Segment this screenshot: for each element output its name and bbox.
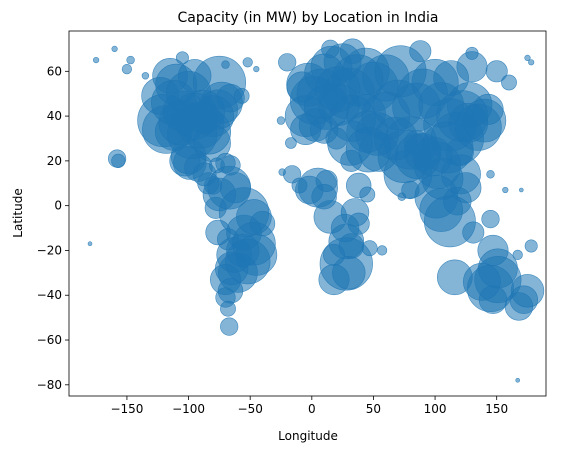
scatter-point: [485, 60, 508, 83]
scatter-point: [285, 137, 297, 149]
x-tick-label: −100: [172, 402, 205, 416]
y-axis: −80 −60 −40 −20 0 20 40 60: [37, 64, 69, 392]
scatter-point: [111, 153, 126, 168]
scatter-point: [276, 116, 286, 125]
scatter-point: [253, 65, 260, 73]
scatter-point: [409, 40, 432, 63]
scatter-point: [502, 186, 509, 194]
y-tick-label: 60: [47, 64, 62, 78]
scatter-point: [465, 46, 479, 60]
y-axis-label: Latitude: [11, 188, 25, 237]
scatter-point: [528, 59, 535, 66]
scatter-point: [141, 72, 150, 80]
scatter-point: [515, 377, 521, 383]
scatter-point: [504, 292, 534, 321]
x-tick-label: 0: [308, 402, 316, 416]
scatter-point: [340, 149, 363, 172]
scatter-point: [92, 56, 100, 64]
scatter-point: [512, 249, 523, 260]
x-tick-label: −150: [110, 402, 143, 416]
scatter-point: [462, 221, 485, 244]
scatter-point: [220, 317, 239, 336]
scatter-point: [377, 245, 388, 256]
y-tick-label: 0: [54, 199, 62, 213]
scatter-point: [87, 241, 93, 246]
plot-frame: [68, 30, 547, 397]
x-tick-label: −50: [238, 402, 263, 416]
y-tick-label: −80: [37, 378, 62, 392]
x-axis: −150 −100 −50 0 50 100 150: [110, 396, 508, 416]
scatter-point: [401, 180, 420, 200]
scatter-point: [175, 51, 189, 65]
scatter-point: [339, 38, 366, 64]
scatter-point: [278, 53, 297, 72]
x-tick-label: 150: [485, 402, 508, 416]
scatter-point: [321, 39, 340, 59]
y-tick-label: 40: [47, 109, 62, 123]
scatter-point: [233, 88, 250, 104]
scatter-point: [524, 54, 531, 62]
scatter-point: [486, 170, 495, 179]
scatter-point: [126, 55, 135, 65]
scatter-point: [524, 239, 538, 253]
scatter-point: [445, 137, 474, 167]
scatter-point: [478, 285, 508, 314]
scatter-point: [403, 132, 442, 171]
scatter-point: [221, 60, 230, 69]
scatter-point: [361, 240, 378, 257]
y-tick-label: −60: [37, 333, 62, 347]
scatter-point: [220, 300, 236, 317]
scatter-point: [359, 186, 376, 203]
scatter-point: [501, 74, 517, 91]
scatter-point: [178, 59, 212, 93]
scatter-point: [436, 259, 473, 296]
scatter-point: [481, 210, 500, 229]
scatter-point: [242, 57, 253, 68]
scatter-point: [472, 93, 504, 125]
scatter-point: [518, 187, 524, 193]
x-axis-label: Longitude: [278, 429, 338, 443]
scatter-point: [111, 45, 118, 53]
scatter-point: [318, 264, 350, 296]
points-layer: [87, 38, 545, 383]
x-tick-label: 100: [424, 402, 447, 416]
scatter-point: [121, 63, 132, 75]
x-tick-label: 50: [366, 402, 381, 416]
scatter-point: [443, 187, 472, 216]
scatter-point: [397, 192, 406, 201]
y-tick-label: −20: [37, 243, 62, 257]
y-tick-label: 20: [47, 154, 62, 168]
chart-title: Capacity (in MW) by Location in India: [178, 10, 439, 26]
scatter-point: [433, 60, 469, 96]
scatter-point: [278, 168, 286, 176]
y-tick-label: −40: [37, 288, 62, 302]
